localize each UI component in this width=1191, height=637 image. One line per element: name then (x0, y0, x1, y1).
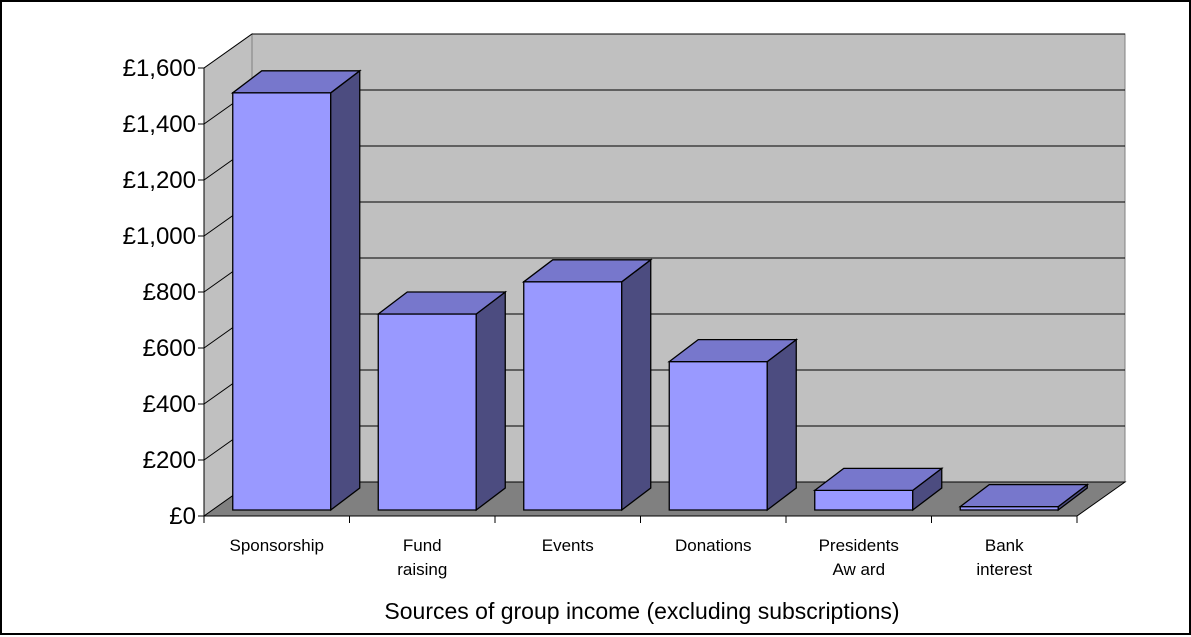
x-tick-label: Events (542, 536, 594, 555)
x-tick-label: Donations (675, 536, 752, 555)
y-tick-label: £800 (143, 279, 196, 306)
y-tick-label: £1,000 (123, 223, 196, 250)
x-tick-label-line: Sponsorship (229, 536, 324, 555)
bar-side-1 (475, 290, 506, 512)
bar-side-0 (330, 69, 361, 512)
bar-top-4 (812, 467, 944, 492)
x-tick-label-line: Donations (675, 536, 752, 555)
x-tick-label: Presidents Aw ard (819, 536, 899, 579)
bar-front-4 (814, 489, 914, 511)
x-tick-label-line: raising (397, 560, 447, 579)
y-tick-label: £1,200 (123, 167, 196, 194)
bar-top-3 (667, 338, 799, 363)
x-tick-label-line: Bank (985, 536, 1024, 555)
y-tick-label: £200 (143, 447, 196, 474)
bar-front-3 (668, 360, 768, 511)
x-tick-label: Bank interest (976, 536, 1032, 579)
y-tick-label: £600 (143, 335, 196, 362)
bar-top-0 (230, 70, 362, 94)
y-tick-label: £1,400 (123, 111, 196, 138)
bar-front-0 (232, 92, 332, 511)
x-tick-label-line: interest (976, 560, 1032, 579)
x-tick-label-line: Presidents (819, 536, 899, 555)
bar-front-2 (523, 281, 623, 511)
x-tick-label: Fund raising (397, 536, 447, 579)
bar-top-1 (376, 291, 508, 315)
bar-front-1 (377, 313, 477, 511)
bar-top-5 (958, 483, 1090, 508)
x-tick-label-line: Events (542, 536, 594, 555)
bar-side-3 (766, 338, 797, 512)
x-tick-label: Sponsorship (229, 536, 324, 555)
y-tick-label: £1,600 (123, 55, 196, 82)
y-tick-label: £400 (143, 391, 196, 418)
y-tick-label: £0 (169, 503, 196, 530)
gridline (203, 33, 1125, 69)
x-axis-title: Sources of group income (excluding subsc… (384, 598, 899, 624)
x-tick-label-line: Fund (403, 536, 442, 555)
bar-top-2 (521, 259, 653, 283)
x-tick-label-line: Aw ard (832, 560, 885, 579)
bar-side-2 (621, 258, 652, 512)
